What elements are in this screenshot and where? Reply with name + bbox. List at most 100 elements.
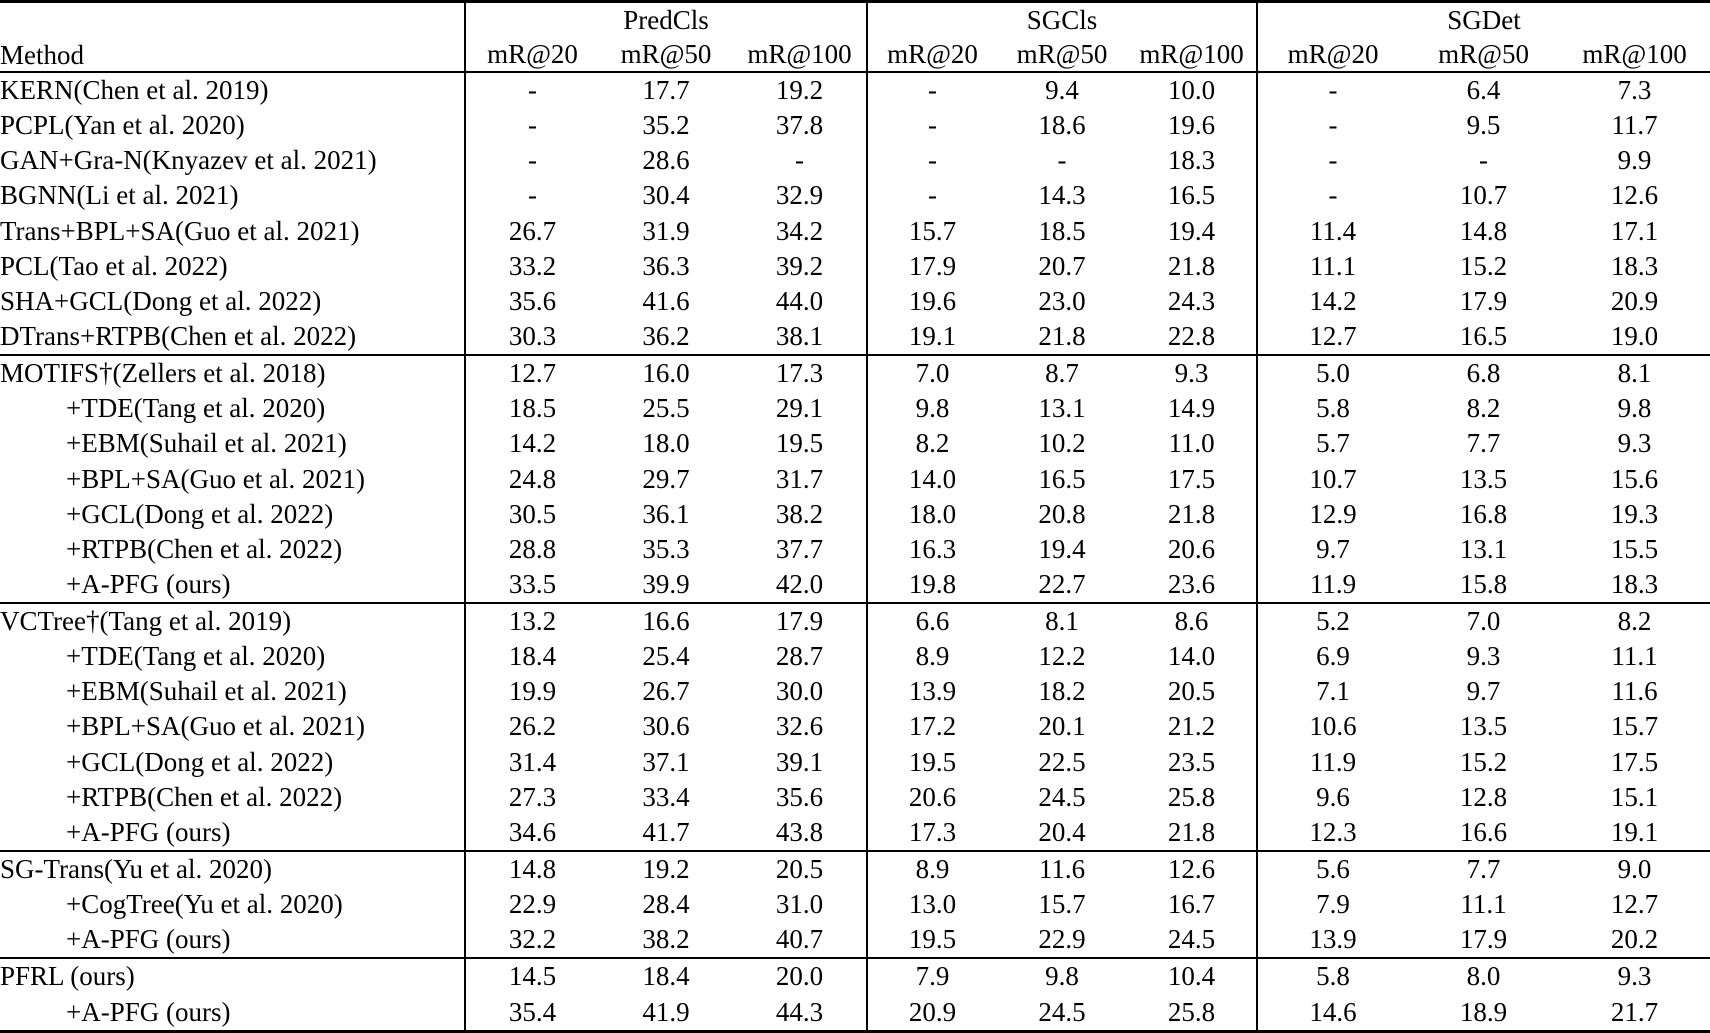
- method-cell: +A-PFG (ours): [0, 922, 466, 959]
- value-cell: 34.6: [508, 816, 557, 847]
- value-cell: -: [928, 180, 937, 211]
- value-cell: 5.2: [1257, 601, 1409, 640]
- value-cell: 33.5: [508, 568, 557, 599]
- value-cell: 8.9: [915, 641, 950, 672]
- value-cell: 17.7: [642, 75, 690, 106]
- value-cell: 20.4: [1038, 816, 1086, 847]
- value-cell: 39.1: [733, 744, 868, 780]
- value-cell: 14.0: [1127, 639, 1259, 675]
- method-cell: +GCL(Dong et al. 2022): [0, 744, 466, 780]
- value-cell: 17.3: [733, 354, 868, 392]
- value-cell: 16.3: [908, 533, 957, 564]
- value-cell: 10.7: [1309, 463, 1357, 494]
- value-cell: 22.9: [1038, 924, 1086, 955]
- value-cell: 25.8: [1127, 994, 1259, 1032]
- value-cell: 35.2: [642, 110, 690, 141]
- value-cell: 30.3: [508, 320, 557, 351]
- value-cell: 20.0: [733, 957, 868, 995]
- value-cell: -: [528, 110, 537, 141]
- table-row: Trans+BPL+SA(Guo et al. 2021) 26.7 31.9 34.…: [0, 213, 1710, 249]
- value-cell: 11.1: [1611, 641, 1658, 672]
- value-cell: 35.6: [508, 285, 557, 316]
- value-cell: 19.6: [1127, 108, 1259, 144]
- value-cell: 21.8: [1127, 496, 1259, 532]
- value-cell: 31.0: [733, 887, 868, 923]
- value-cell: 18.2: [1038, 676, 1086, 707]
- value-cell: 22.9: [508, 889, 557, 920]
- value-cell: 9.3: [1559, 957, 1710, 995]
- value-cell: 21.7: [1610, 996, 1659, 1027]
- value-cell: 17.2: [908, 711, 957, 742]
- table-row: KERN(Chen et al. 2019) - 17.7 19.2 - 9.4 10.0 -…: [0, 72, 1710, 109]
- value-cell: 16.7: [1127, 887, 1259, 923]
- method-cell: PCPL(Yan et al. 2020): [0, 108, 466, 144]
- metric-header: mR@20: [1257, 37, 1409, 73]
- table-row: +BPL+SA(Guo et al. 2021) 26.2 30.6 32.6 17.2…: [0, 709, 1710, 745]
- value-cell: 9.8: [997, 957, 1127, 995]
- value-cell: 23.0: [1038, 285, 1086, 316]
- value-cell: 20.5: [1127, 674, 1259, 710]
- value-cell: 35.4: [508, 996, 557, 1027]
- value-cell: 41.6: [642, 285, 690, 316]
- value-cell: 21.8: [1038, 320, 1086, 351]
- value-cell: 20.6: [908, 781, 957, 812]
- value-cell: 16.0: [599, 354, 733, 392]
- value-cell: 41.7: [642, 816, 690, 847]
- metric-header: mR@100: [1127, 37, 1259, 73]
- table-row: SHA+GCL(Dong et al. 2022) 35.6 41.6 44.0 19.…: [0, 283, 1710, 319]
- value-cell: 19.8: [908, 568, 957, 599]
- value-cell: 19.4: [1038, 533, 1086, 564]
- value-cell: 11.0: [1127, 426, 1259, 462]
- value-cell: 11.6: [997, 849, 1127, 888]
- value-cell: -: [1057, 145, 1067, 176]
- value-cell: 19.4: [1127, 213, 1259, 249]
- value-cell: 20.9: [908, 996, 957, 1027]
- value-cell: 39.9: [642, 568, 690, 599]
- value-cell: 9.9: [1617, 145, 1652, 176]
- value-cell: 9.8: [915, 393, 950, 424]
- value-cell: 31.9: [642, 215, 690, 246]
- value-cell: 5.7: [1316, 428, 1350, 459]
- value-cell: 18.4: [508, 641, 557, 672]
- value-cell: 30.4: [642, 180, 690, 211]
- value-cell: 18.5: [508, 393, 557, 424]
- value-cell: 18.9: [1459, 996, 1508, 1027]
- value-cell: 16.5: [1038, 463, 1086, 494]
- value-cell: 37.1: [642, 746, 690, 777]
- table-row: SG-Trans(Yu et al. 2020) 14.8 19.2 20.5 8.9 1…: [0, 849, 1710, 888]
- value-cell: 7.0: [1408, 601, 1560, 640]
- value-cell: 44.0: [733, 283, 868, 319]
- value-cell: 20.9: [1610, 285, 1659, 316]
- value-cell: 12.7: [1309, 320, 1357, 351]
- value-cell: -: [928, 75, 937, 106]
- method-cell: SG-Trans(Yu et al. 2020): [0, 849, 466, 888]
- value-cell: 9.7: [1466, 676, 1501, 707]
- value-cell: 13.5: [1459, 711, 1508, 742]
- method-cell: KERN(Chen et al. 2019): [0, 72, 466, 109]
- table-row: +A-PFG (ours) 32.2 38.2 40.7 19.5 22.9 24.5 13.…: [0, 922, 1710, 959]
- method-cell: +EBM(Suhail et al. 2021): [0, 426, 466, 462]
- value-cell: 14.0: [908, 463, 957, 494]
- task-group-header-row: Method PredCls SGCls SGDet: [0, 1, 1710, 73]
- value-cell: 19.2: [599, 849, 733, 888]
- value-cell: 30.5: [508, 498, 557, 529]
- value-cell: 36.3: [642, 250, 690, 281]
- method-cell: +A-PFG (ours): [0, 994, 466, 1032]
- metric-header: mR@100: [1559, 37, 1710, 73]
- value-cell: 24.5: [1127, 922, 1259, 959]
- value-cell: 19.6: [908, 285, 957, 316]
- value-cell: -: [1328, 180, 1338, 211]
- value-cell: 11.7: [1611, 110, 1658, 141]
- value-cell: 24.5: [1038, 781, 1086, 812]
- value-cell: 38.1: [733, 318, 868, 356]
- value-cell: 8.9: [867, 849, 997, 888]
- value-cell: 32.2: [508, 924, 557, 955]
- value-cell: 17.9: [1459, 924, 1508, 955]
- value-cell: 19.1: [908, 320, 957, 351]
- method-cell: +BPL+SA(Guo et al. 2021): [0, 709, 466, 745]
- value-cell: 17.9: [908, 250, 957, 281]
- value-cell: 14.2: [1309, 285, 1357, 316]
- value-cell: 21.2: [1127, 709, 1259, 745]
- value-cell: 17.9: [733, 601, 868, 640]
- value-cell: 16.6: [599, 601, 733, 640]
